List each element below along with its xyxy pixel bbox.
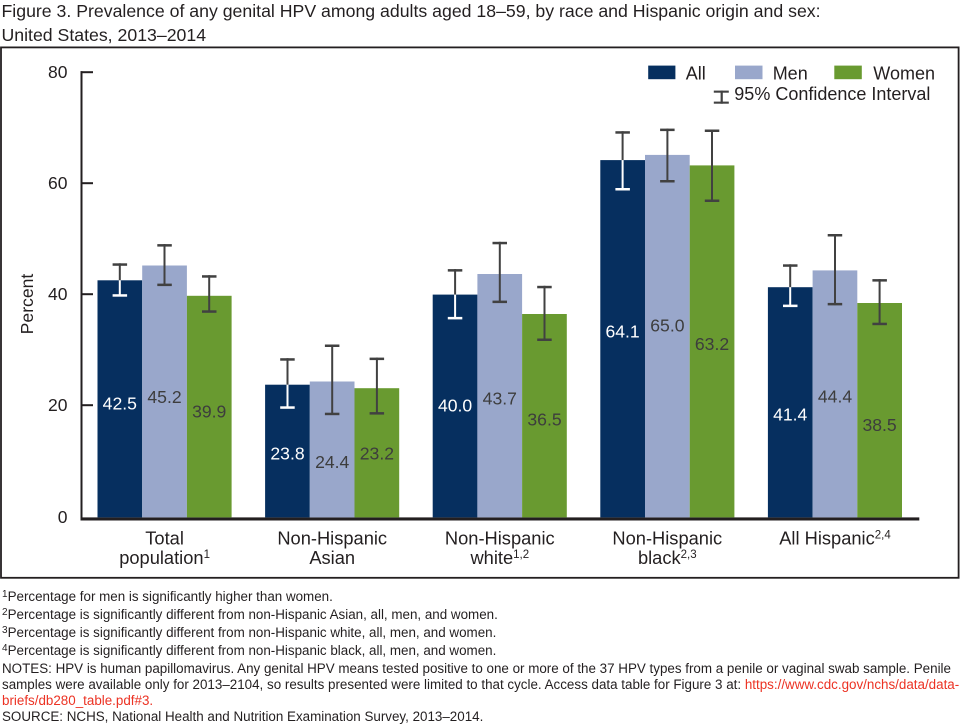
svg-text:population1: population1 <box>119 547 210 568</box>
svg-text:36.5: 36.5 <box>527 410 561 430</box>
svg-text:black2,3: black2,3 <box>638 547 697 568</box>
svg-text:39.9: 39.9 <box>192 401 226 421</box>
svg-text:80: 80 <box>48 62 68 82</box>
svg-text:24.4: 24.4 <box>315 452 349 472</box>
svg-text:20: 20 <box>48 395 68 415</box>
svg-text:All: All <box>686 64 706 84</box>
svg-text:95% Confidence Interval: 95% Confidence Interval <box>734 84 930 104</box>
svg-text:43.7: 43.7 <box>483 389 517 409</box>
svg-text:40: 40 <box>48 284 68 304</box>
svg-text:45.2: 45.2 <box>147 387 181 407</box>
svg-text:60: 60 <box>48 173 68 193</box>
svg-text:40.0: 40.0 <box>438 395 472 415</box>
svg-text:Women: Women <box>873 64 935 84</box>
svg-text:Non-Hispanic: Non-Hispanic <box>277 528 387 549</box>
svg-text:Non-Hispanic: Non-Hispanic <box>445 528 555 549</box>
svg-text:64.1: 64.1 <box>605 322 639 342</box>
svg-text:23.8: 23.8 <box>270 444 304 464</box>
svg-text:Percent: Percent <box>17 274 37 335</box>
svg-text:65.0: 65.0 <box>650 315 684 335</box>
svg-text:23.2: 23.2 <box>360 444 394 464</box>
svg-text:63.2: 63.2 <box>695 334 729 354</box>
svg-text:42.5: 42.5 <box>103 394 137 414</box>
svg-text:Total: Total <box>145 528 184 549</box>
svg-text:Men: Men <box>773 64 808 84</box>
svg-text:44.4: 44.4 <box>818 387 852 407</box>
svg-text:41.4: 41.4 <box>773 405 807 425</box>
svg-text:Asian: Asian <box>309 547 355 568</box>
svg-text:All Hispanic2,4: All Hispanic2,4 <box>779 528 891 549</box>
svg-text:38.5: 38.5 <box>862 415 896 435</box>
svg-text:Non-Hispanic: Non-Hispanic <box>612 528 722 549</box>
svg-text:white1,2: white1,2 <box>469 547 529 568</box>
svg-text:0: 0 <box>58 507 68 527</box>
